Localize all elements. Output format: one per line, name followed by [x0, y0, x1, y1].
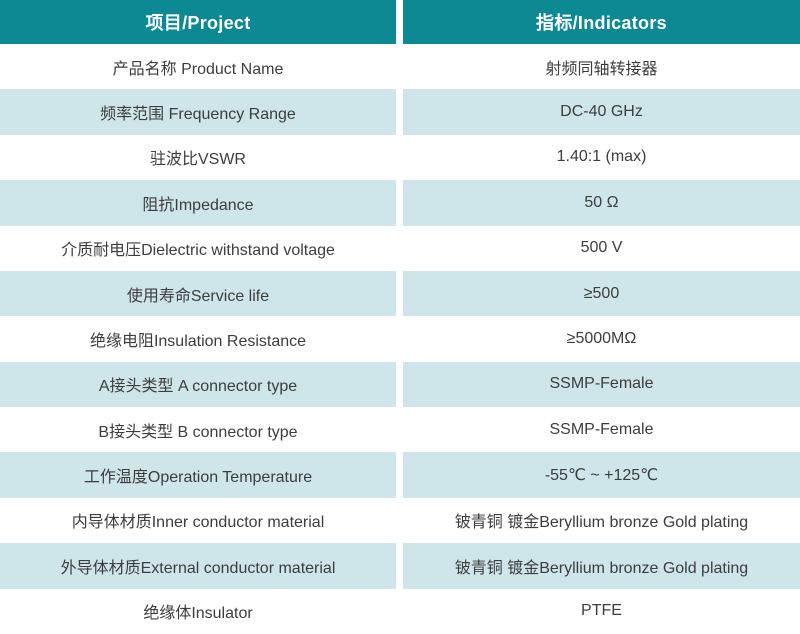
indicator-cell: DC-40 GHz — [403, 89, 800, 135]
table-row: 产品名称 Product Name 射频同轴转接器 — [0, 44, 800, 90]
project-cell: 产品名称 Product Name — [0, 44, 396, 90]
table-row: 内导体材质Inner conductor material 铍青铜 镀金Bery… — [0, 497, 800, 544]
indicator-cell: 500 V — [403, 225, 800, 271]
indicator-cell: 射频同轴转接器 — [403, 44, 800, 90]
project-cell: A接头类型 A connector type — [0, 361, 396, 407]
project-cell: 绝缘体Insulator — [0, 588, 396, 634]
table-row: 介质耐电压Dielectric withstand voltage 500 V — [0, 225, 800, 271]
column-divider — [396, 0, 403, 44]
project-cell: 内导体材质Inner conductor material — [0, 497, 396, 544]
column-divider — [396, 497, 403, 544]
table-row: 驻波比VSWR 1.40:1 (max) — [0, 134, 800, 181]
project-cell: 工作温度Operation Temperature — [0, 452, 396, 498]
column-divider — [396, 180, 403, 226]
column-divider — [396, 225, 403, 271]
table-row: 绝缘体Insulator PTFE — [0, 588, 800, 634]
project-cell: 驻波比VSWR — [0, 134, 396, 181]
table-row: 工作温度Operation Temperature -55℃ ~ +125℃ — [0, 452, 800, 498]
column-divider — [396, 361, 403, 407]
indicator-cell: 1.40:1 (max) — [403, 134, 800, 181]
column-divider — [396, 134, 403, 181]
column-divider — [396, 316, 403, 362]
project-cell: 阻抗Impedance — [0, 180, 396, 226]
project-cell: 频率范围 Frequency Range — [0, 89, 396, 135]
column-divider — [396, 89, 403, 135]
indicator-cell: SSMP-Female — [403, 407, 800, 453]
table-row: 绝缘电阻Insulation Resistance ≥5000MΩ — [0, 316, 800, 362]
indicator-cell: 50 Ω — [403, 180, 800, 226]
table-row: 外导体材质External conductor material 铍青铜 镀金B… — [0, 543, 800, 589]
indicator-cell: PTFE — [403, 588, 800, 634]
table-header-row: 项目/Project 指标/Indicators — [0, 0, 800, 44]
indicator-cell: ≥500 — [403, 270, 800, 317]
table-row: 使用寿命Service life ≥500 — [0, 270, 800, 317]
spec-table-body: 产品名称 Product Name 射频同轴转接器 频率范围 Frequency… — [0, 44, 800, 634]
column-divider — [396, 588, 403, 634]
table-row: 阻抗Impedance 50 Ω — [0, 180, 800, 226]
column-divider — [396, 407, 403, 453]
table-row: B接头类型 B connector type SSMP-Female — [0, 407, 800, 453]
table-row: 频率范围 Frequency Range DC-40 GHz — [0, 89, 800, 135]
project-cell: 绝缘电阻Insulation Resistance — [0, 316, 396, 362]
indicator-cell: SSMP-Female — [403, 361, 800, 407]
column-divider — [396, 270, 403, 317]
project-cell: 使用寿命Service life — [0, 270, 396, 317]
project-cell: 介质耐电压Dielectric withstand voltage — [0, 225, 396, 271]
column-divider — [396, 44, 403, 90]
indicator-cell: 铍青铜 镀金Beryllium bronze Gold plating — [403, 543, 800, 589]
column-divider — [396, 452, 403, 498]
column-divider — [396, 543, 403, 589]
project-cell: 外导体材质External conductor material — [0, 543, 396, 589]
project-cell: B接头类型 B connector type — [0, 407, 396, 453]
header-project: 项目/Project — [0, 0, 396, 44]
table-row: A接头类型 A connector type SSMP-Female — [0, 361, 800, 407]
indicator-cell: 铍青铜 镀金Beryllium bronze Gold plating — [403, 497, 800, 544]
indicator-cell: ≥5000MΩ — [403, 316, 800, 362]
header-indicators: 指标/Indicators — [403, 0, 800, 44]
indicator-cell: -55℃ ~ +125℃ — [403, 452, 800, 498]
